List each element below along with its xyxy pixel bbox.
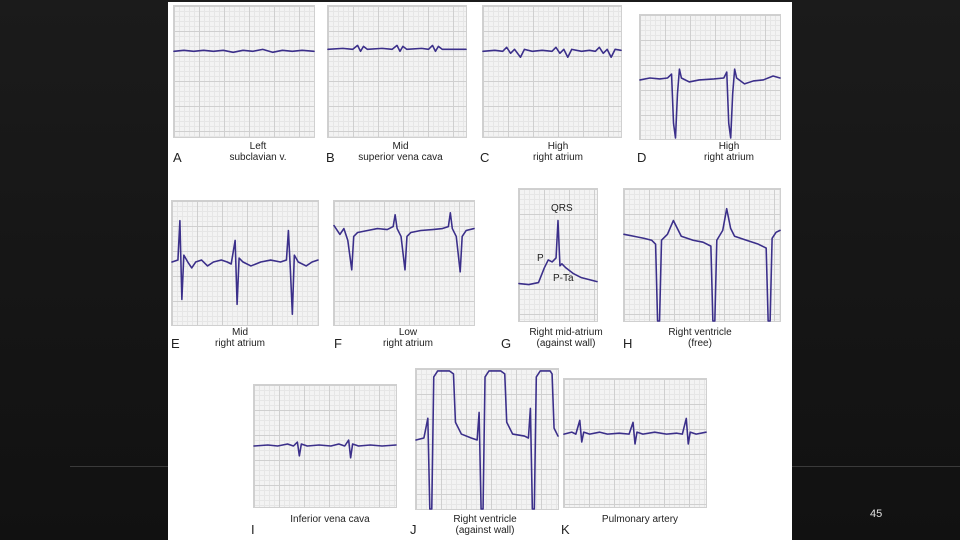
- panel-h: H Right ventricle (free): [620, 188, 792, 354]
- caption-line: (free): [688, 338, 712, 349]
- ecg-trace: [253, 439, 397, 459]
- panel-letter: E: [171, 336, 180, 351]
- caption-line: Mid: [392, 141, 409, 152]
- panel-letter: H: [623, 336, 633, 351]
- panel-caption: Pulmonary artery: [580, 514, 700, 525]
- panel-d: D High right atrium: [634, 2, 792, 172]
- panel-caption: Low right atrium: [358, 327, 458, 349]
- caption-line: Pulmonary artery: [601, 514, 679, 525]
- panel-caption: High right atrium: [508, 141, 608, 163]
- ecg-trace: [333, 212, 475, 273]
- panel-g: QRS P P-Ta G Right mid-atrium (against w…: [498, 188, 618, 354]
- p-wave-label: P: [537, 253, 544, 264]
- caption-line: right atrium: [382, 338, 433, 349]
- panel-c: C High right atrium: [478, 2, 628, 172]
- caption-line: Inferior vena cava: [290, 514, 370, 525]
- ecg-trace: [482, 46, 622, 59]
- panel-e: E Mid right atrium: [168, 194, 328, 354]
- panel-letter: C: [480, 150, 490, 165]
- ecg-trace: [639, 68, 781, 139]
- panel-caption: Inferior vena cava: [270, 514, 390, 525]
- qrs-label: QRS: [551, 203, 573, 214]
- caption-line: subclavian v.: [229, 152, 287, 163]
- ecg-grid: [639, 14, 781, 140]
- panel-caption: High right atrium: [674, 141, 784, 163]
- ecg-grid: [482, 5, 622, 138]
- ecg-trace: [171, 219, 319, 315]
- caption-line: (against wall): [536, 338, 596, 349]
- caption-line: right atrium: [532, 152, 583, 163]
- ecg-grid: [253, 384, 397, 508]
- caption-line: Right ventricle: [668, 327, 732, 338]
- panel-letter: K: [561, 522, 570, 537]
- p-ta-label: P-Ta: [553, 273, 574, 284]
- panel-letter: J: [410, 522, 417, 537]
- caption-line: Right mid-atrium: [529, 327, 603, 338]
- ecg-grid: [333, 200, 475, 326]
- ecg-grid: [327, 5, 467, 138]
- caption-line: right atrium: [214, 338, 265, 349]
- caption-line: superior vena cava: [358, 152, 443, 163]
- ecg-grid: [623, 188, 781, 322]
- panel-f: F Low right atrium: [328, 194, 480, 354]
- ecg-grid: [171, 200, 319, 326]
- caption-line: High: [718, 141, 740, 152]
- ecg-trace: [327, 44, 467, 53]
- ecg-trace: [415, 370, 559, 510]
- caption-line: Low: [398, 327, 418, 338]
- ecg-trace: [518, 219, 598, 286]
- panel-caption: Right ventricle (against wall): [430, 514, 540, 536]
- panel-b: B Mid superior vena cava: [323, 2, 478, 172]
- ecg-grid: QRS P P-Ta: [518, 188, 598, 322]
- panel-letter: D: [637, 150, 647, 165]
- panel-letter: I: [251, 522, 255, 537]
- panel-k: K Pulmonary artery: [558, 374, 718, 540]
- panel-letter: A: [173, 150, 182, 165]
- ecg-grid: [415, 368, 559, 510]
- caption-line: Left: [249, 141, 267, 152]
- caption-line: Mid: [231, 327, 249, 338]
- ecg-grid: [173, 5, 315, 138]
- panel-caption: Right ventricle (free): [650, 327, 750, 349]
- panel-letter: G: [501, 336, 512, 351]
- panel-caption: Right mid-atrium (against wall): [516, 327, 616, 349]
- ecg-trace: [623, 207, 781, 322]
- panel-caption: Mid right atrium: [190, 327, 290, 349]
- panel-caption: Mid superior vena cava: [343, 141, 458, 163]
- panel-letter: B: [326, 150, 335, 165]
- panel-i: I Inferior vena cava: [248, 380, 408, 540]
- caption-line: (against wall): [455, 525, 515, 536]
- ecg-trace: [563, 417, 707, 445]
- panel-a: A Left subclavian v.: [168, 2, 328, 172]
- page-number: 45: [870, 508, 883, 520]
- panel-letter: F: [334, 336, 342, 351]
- ecg-figure: A Left subclavian v. B Mid superior vena…: [168, 2, 792, 540]
- ecg-grid: [563, 378, 707, 508]
- caption-line: Right ventricle: [453, 514, 517, 525]
- ecg-trace: [173, 48, 315, 54]
- caption-line: right atrium: [703, 152, 754, 163]
- panel-j: J Right ventricle (against wall): [408, 368, 559, 540]
- caption-line: High: [547, 141, 569, 152]
- panel-caption: Left subclavian v.: [208, 141, 308, 163]
